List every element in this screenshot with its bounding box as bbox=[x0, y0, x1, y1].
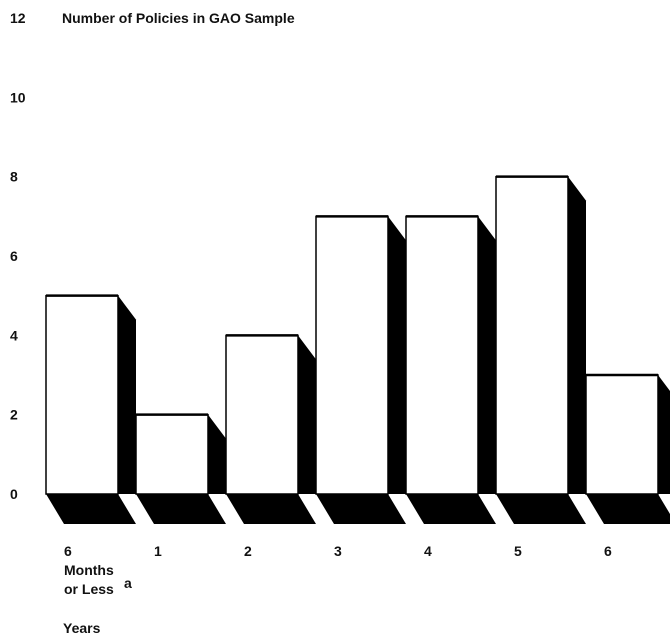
bar-side bbox=[478, 216, 496, 495]
bar-side bbox=[118, 295, 136, 494]
bar-group bbox=[315, 215, 406, 524]
y-tick-label: 4 bbox=[10, 327, 18, 343]
x-tick-label: Months bbox=[64, 562, 114, 578]
x-tick-label: 5 bbox=[514, 543, 522, 559]
x-tick-label: or Less bbox=[64, 581, 114, 597]
x-tick-label: 3 bbox=[334, 543, 342, 559]
bar-side bbox=[658, 375, 670, 494]
y-tick-label: 0 bbox=[10, 486, 18, 502]
bar-side bbox=[388, 216, 406, 495]
y-tick-label: 8 bbox=[10, 169, 18, 185]
y-tick-label: 12 bbox=[10, 10, 26, 26]
bar-group bbox=[495, 175, 586, 524]
bar-base-shadow bbox=[406, 494, 496, 524]
bar-group bbox=[225, 334, 316, 524]
bar-base-shadow bbox=[586, 494, 670, 524]
bar bbox=[225, 334, 299, 495]
bar-base-shadow bbox=[46, 494, 136, 524]
bar-side bbox=[208, 414, 226, 494]
bar bbox=[45, 294, 119, 495]
bar-group bbox=[135, 413, 226, 524]
bar-group bbox=[45, 294, 136, 524]
x-tick-label: 1 bbox=[154, 543, 162, 559]
x-tick-label: 6 bbox=[604, 543, 612, 559]
bar bbox=[135, 413, 209, 495]
bar-side bbox=[568, 176, 586, 494]
bar-side bbox=[298, 335, 316, 494]
bar bbox=[495, 175, 569, 495]
footnote-marker: a bbox=[124, 575, 132, 591]
bar bbox=[585, 374, 659, 495]
x-tick-label: 4 bbox=[424, 543, 432, 559]
bar-base-shadow bbox=[496, 494, 586, 524]
x-tick-label: 6 bbox=[64, 543, 72, 559]
y-tick-label: 2 bbox=[10, 407, 18, 423]
bar bbox=[315, 215, 389, 495]
bar-group bbox=[405, 215, 496, 524]
y-tick-label: 10 bbox=[10, 89, 26, 105]
bar-base-shadow bbox=[226, 494, 316, 524]
bar bbox=[405, 215, 479, 495]
x-axis-title: Years bbox=[63, 620, 101, 636]
bar-base-shadow bbox=[136, 494, 226, 524]
bar-group bbox=[585, 373, 670, 524]
bar-base-shadow bbox=[316, 494, 406, 524]
y-tick-label: 6 bbox=[10, 248, 18, 264]
x-tick-label: 2 bbox=[244, 543, 252, 559]
chart-title: Number of Policies in GAO Sample bbox=[62, 10, 295, 26]
